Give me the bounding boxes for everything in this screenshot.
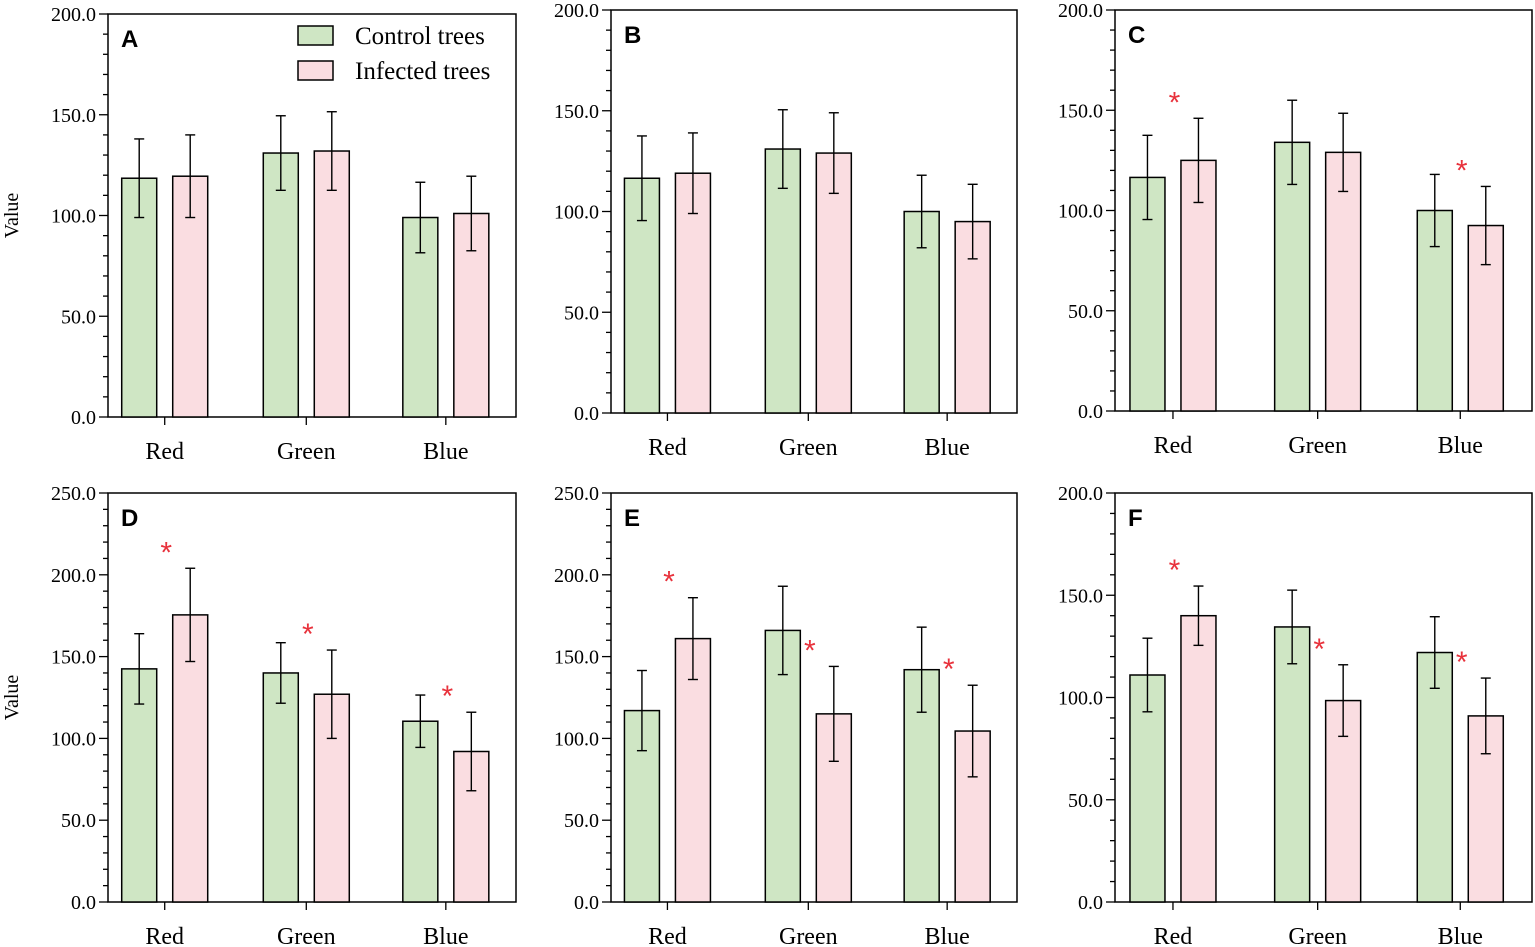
panel-label: B xyxy=(624,22,641,49)
x-tick-label: Red xyxy=(648,435,687,461)
y-tick-label: 200.0 xyxy=(554,0,599,22)
y-tick-label: 100.0 xyxy=(51,206,96,228)
x-tick-label: Blue xyxy=(423,924,468,947)
x-tick-label: Green xyxy=(277,924,336,947)
control-bar-green xyxy=(1273,141,1311,412)
control-bar-blue xyxy=(1416,651,1454,903)
legend-swatch-infected xyxy=(297,60,334,81)
control-bar-green xyxy=(262,672,300,903)
y-tick-label: 50.0 xyxy=(61,810,96,832)
y-tick-label: 0.0 xyxy=(71,892,96,914)
control-bar-red xyxy=(623,709,661,903)
x-tick-label: Red xyxy=(1154,433,1193,459)
x-tick-label: Red xyxy=(145,439,184,465)
y-tick-label: 0.0 xyxy=(71,407,96,429)
significance-asterisk: * xyxy=(441,680,453,713)
x-tick-label: Blue xyxy=(925,924,970,947)
y-tick-label: 0.0 xyxy=(1078,401,1103,423)
significance-asterisk: * xyxy=(1313,633,1325,666)
x-tick-label: Blue xyxy=(925,435,970,461)
y-tick-label: 200.0 xyxy=(51,565,96,587)
y-tick-label: 50.0 xyxy=(564,302,599,324)
chart-panel-d: 0.0 50.0 100.0 150.0 200.0 250.0 Value Red * Gree… xyxy=(1,483,517,947)
y-tick-label: 250.0 xyxy=(51,483,96,505)
y-tick-label: 150.0 xyxy=(554,647,599,669)
y-tick-label: 150.0 xyxy=(51,647,96,669)
x-tick-label: Blue xyxy=(423,439,468,465)
y-tick-label: 50.0 xyxy=(1068,790,1103,812)
y-tick-label: 100.0 xyxy=(1058,201,1103,223)
panel-label: F xyxy=(1128,505,1143,532)
significance-asterisk: * xyxy=(943,653,955,686)
infected-bar-green xyxy=(815,152,853,414)
chart-panel-b: 0.0 50.0 100.0 150.0 200.0 Red Green Blue B xyxy=(554,0,1018,461)
legend: Control trees Infected trees xyxy=(297,23,490,85)
control-bar-green xyxy=(764,148,802,414)
y-tick-label: 200.0 xyxy=(1058,0,1103,22)
infected-bar-green xyxy=(1324,151,1362,412)
legend-label-control: Control trees xyxy=(355,23,485,50)
y-tick-label: 0.0 xyxy=(1078,892,1103,914)
control-bar-green xyxy=(764,629,802,903)
panel-label: A xyxy=(121,26,138,53)
y-tick-label: 0.0 xyxy=(574,403,599,425)
control-bar-red xyxy=(1129,674,1166,903)
y-axis-label: Value xyxy=(1,193,23,239)
significance-asterisk: * xyxy=(160,536,172,569)
significance-asterisk: * xyxy=(663,566,675,599)
significance-asterisk: * xyxy=(302,618,314,651)
panel-label: D xyxy=(121,505,138,532)
x-tick-label: Blue xyxy=(1438,924,1483,947)
panel-label: E xyxy=(624,505,640,532)
y-tick-label: 200.0 xyxy=(51,4,96,26)
control-bar-blue xyxy=(402,720,439,903)
x-tick-label: Red xyxy=(145,924,184,947)
plot-frame xyxy=(107,492,517,903)
significance-asterisk: * xyxy=(804,634,816,667)
x-tick-label: Green xyxy=(1288,924,1347,947)
y-tick-label: 150.0 xyxy=(554,101,599,123)
plot-frame xyxy=(610,492,1018,903)
significance-asterisk: * xyxy=(1456,646,1468,679)
chart-panel-f: 0.0 50.0 100.0 150.0 200.0 Red * Green * Blue * F xyxy=(1058,483,1533,947)
control-bar-green xyxy=(262,152,300,418)
y-tick-label: 250.0 xyxy=(554,483,599,505)
y-tick-label: 50.0 xyxy=(564,810,599,832)
infected-bar-red xyxy=(1180,614,1217,903)
y-axis-label: Value xyxy=(1,675,23,721)
y-tick-label: 100.0 xyxy=(554,202,599,224)
x-tick-label: Green xyxy=(277,439,336,465)
y-tick-label: 150.0 xyxy=(51,105,96,127)
significance-asterisk: * xyxy=(1169,86,1181,119)
y-tick-label: 100.0 xyxy=(51,728,96,750)
infected-bar-red xyxy=(171,614,209,903)
x-tick-label: Green xyxy=(779,435,838,461)
x-tick-label: Red xyxy=(648,924,687,947)
x-tick-label: Red xyxy=(1154,924,1193,947)
legend-label-infected: Infected trees xyxy=(355,58,490,85)
chart-panel-e: 0.0 50.0 100.0 150.0 200.0 250.0 Red * Green * Blu… xyxy=(554,483,1018,947)
y-tick-label: 0.0 xyxy=(574,892,599,914)
panel-label: C xyxy=(1128,22,1145,49)
infected-bar-red xyxy=(674,637,712,903)
y-tick-label: 100.0 xyxy=(554,728,599,750)
y-tick-label: 150.0 xyxy=(1058,585,1103,607)
y-tick-label: 100.0 xyxy=(1058,688,1103,710)
chart-panel-c: 0.0 50.0 100.0 150.0 200.0 Red * Green Blue * C xyxy=(1058,0,1533,459)
y-tick-label: 50.0 xyxy=(61,306,96,328)
y-tick-label: 150.0 xyxy=(1058,100,1103,122)
control-bar-green xyxy=(1273,626,1311,903)
y-tick-label: 50.0 xyxy=(1068,301,1103,323)
significance-asterisk: * xyxy=(1169,554,1181,587)
chart-panel-a: 0.0 50.0 100.0 150.0 200.0 Value Red Green Blue A xyxy=(1,4,517,465)
x-tick-label: Green xyxy=(1288,433,1347,459)
y-tick-label: 200.0 xyxy=(1058,483,1103,505)
x-tick-label: Green xyxy=(779,924,838,947)
x-tick-label: Blue xyxy=(1438,433,1483,459)
infected-bar-green xyxy=(313,150,351,418)
y-tick-label: 200.0 xyxy=(554,565,599,587)
legend-swatch-control xyxy=(297,25,334,46)
significance-asterisk: * xyxy=(1456,154,1468,187)
